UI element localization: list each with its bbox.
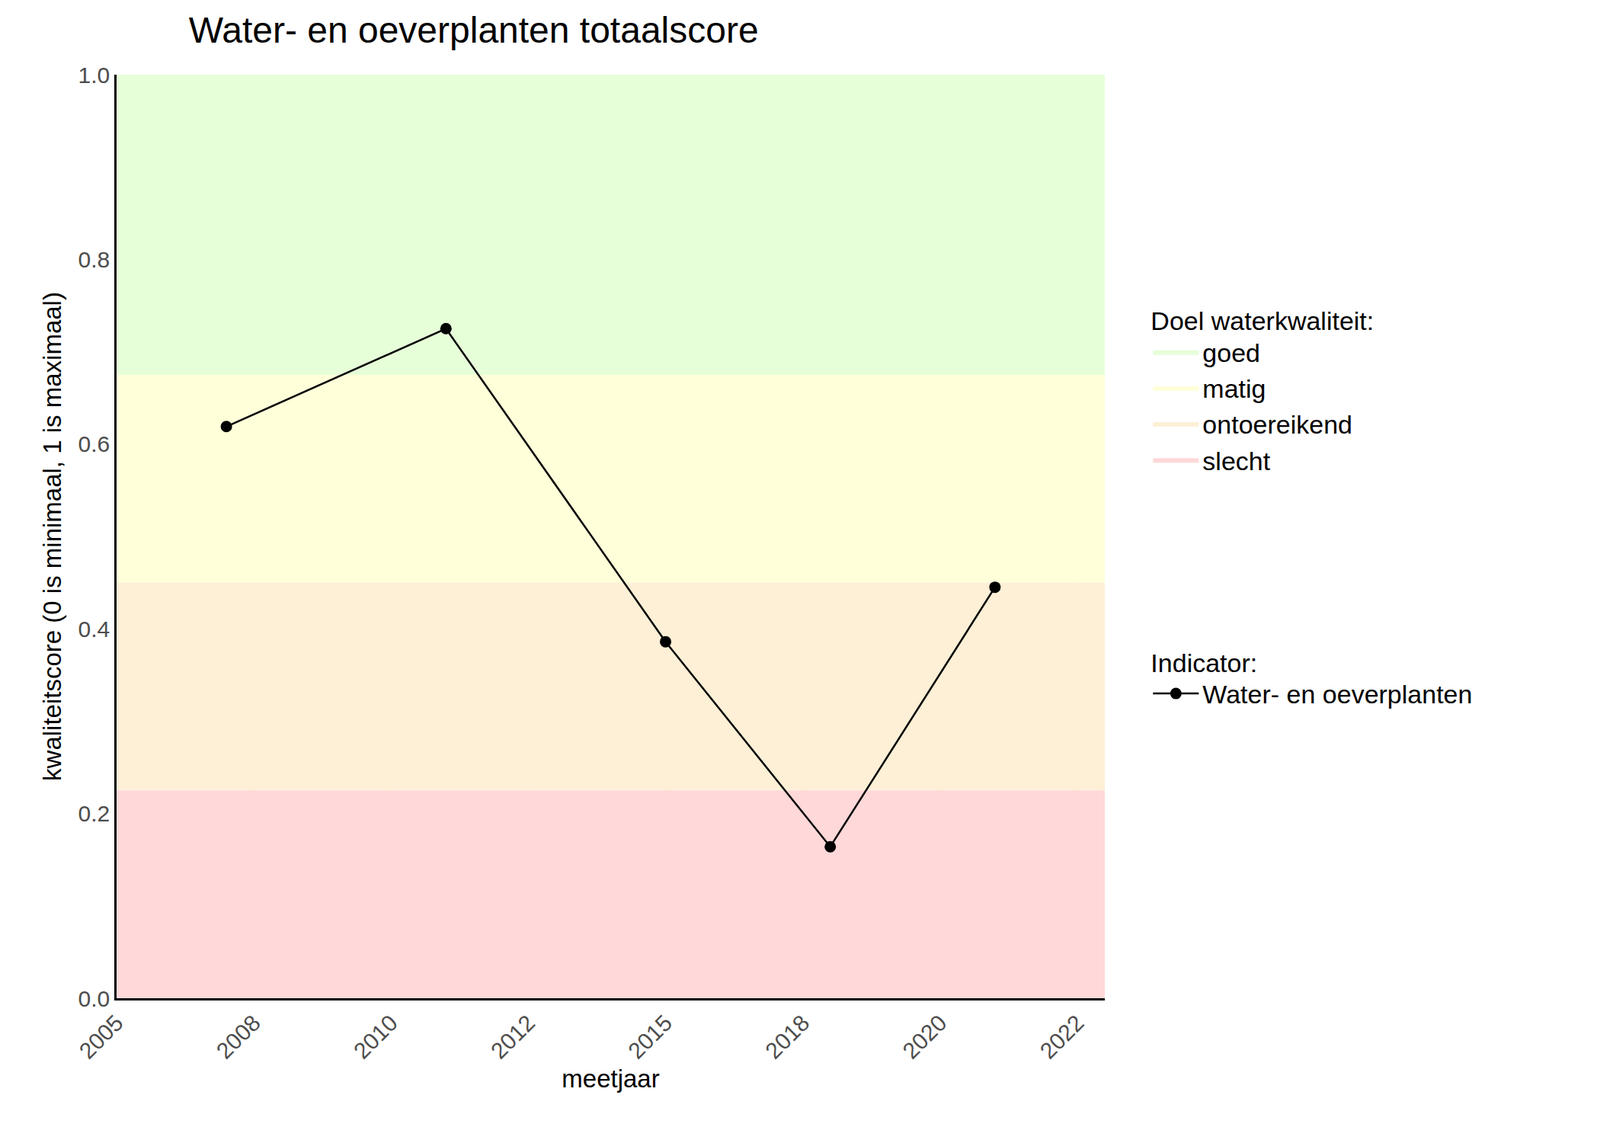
svg-text:0.8: 0.8 — [78, 246, 111, 272]
svg-text:goed: goed — [1202, 338, 1261, 368]
svg-text:2005: 2005 — [73, 1009, 128, 1064]
svg-text:0.4: 0.4 — [78, 616, 111, 642]
svg-text:2012: 2012 — [486, 1009, 541, 1064]
svg-text:2010: 2010 — [348, 1009, 404, 1064]
svg-text:slecht: slecht — [1202, 446, 1271, 476]
svg-text:Indicator:: Indicator: — [1150, 648, 1258, 678]
svg-text:ontoereikend: ontoereikend — [1202, 409, 1353, 439]
svg-text:kwaliteitscore (0 is minimaal,: kwaliteitscore (0 is minimaal, 1 is maxi… — [38, 291, 67, 781]
svg-text:matig: matig — [1202, 374, 1266, 404]
svg-text:Water- en oeverplanten totaals: Water- en oeverplanten totaalscore — [188, 9, 759, 51]
svg-text:meetjaar: meetjaar — [561, 1064, 660, 1093]
svg-text:2008: 2008 — [211, 1009, 266, 1064]
svg-text:2018: 2018 — [760, 1009, 815, 1064]
svg-text:Doel waterkwaliteit:: Doel waterkwaliteit: — [1150, 306, 1374, 336]
svg-text:2022: 2022 — [1034, 1009, 1089, 1064]
svg-text:0.6: 0.6 — [78, 431, 111, 457]
svg-text:0.0: 0.0 — [78, 985, 111, 1012]
svg-text:0.2: 0.2 — [78, 800, 111, 826]
svg-text:2015: 2015 — [623, 1009, 678, 1064]
svg-text:1.0: 1.0 — [78, 62, 111, 88]
svg-text:Water- en oeverplanten: Water- en oeverplanten — [1202, 679, 1472, 709]
svg-text:2020: 2020 — [897, 1009, 952, 1064]
